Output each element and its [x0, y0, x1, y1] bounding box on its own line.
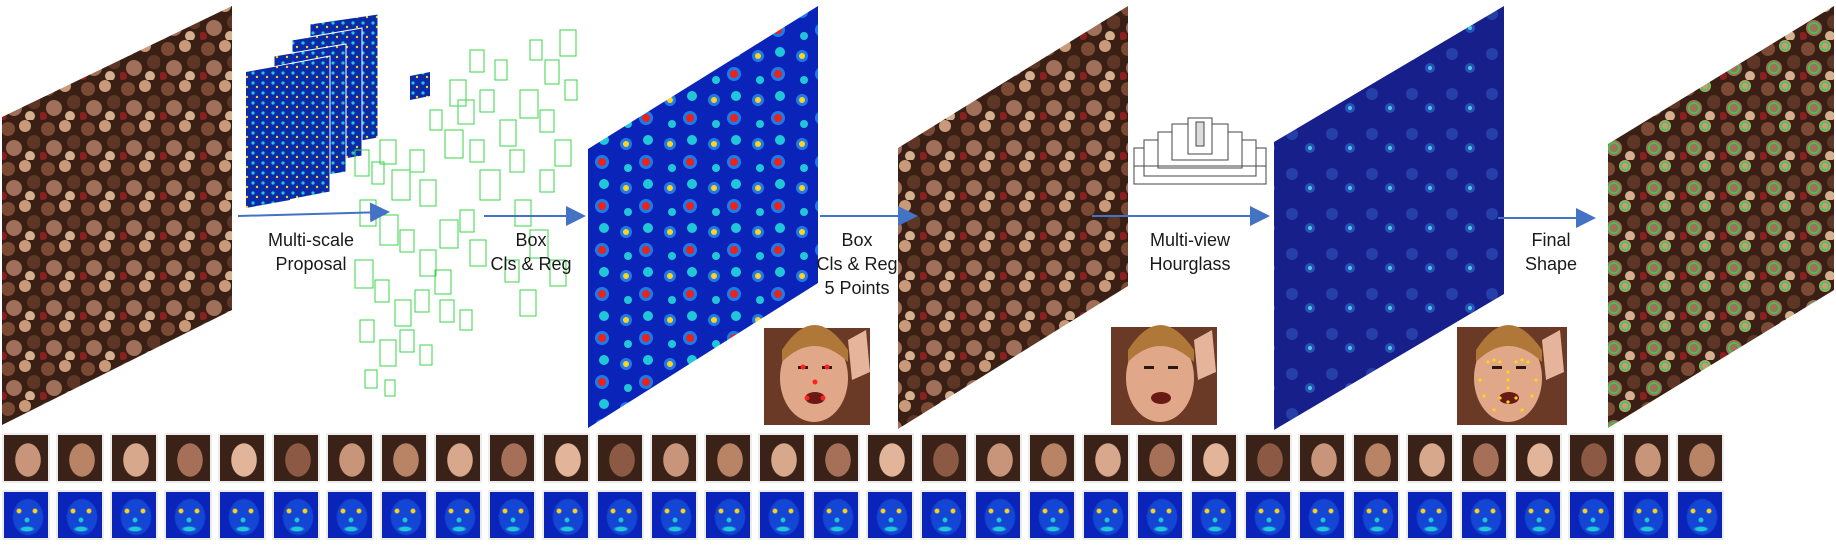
- face-heatmap: [812, 490, 860, 540]
- face-crop: [596, 433, 644, 483]
- face-heatmap: [218, 490, 266, 540]
- face-crop: [812, 433, 860, 483]
- face-heatmap: [974, 490, 1022, 540]
- face-crop: [1514, 433, 1562, 483]
- label-box-5points: Box Cls & Reg 5 Points: [812, 228, 902, 300]
- label-line: Shape: [1524, 254, 1578, 274]
- face-crop: [1676, 433, 1724, 483]
- label-line: 5 Points: [824, 278, 890, 298]
- face-heatmap: [1676, 490, 1724, 540]
- face-crop: [488, 433, 536, 483]
- arrow-proposal: [237, 202, 390, 223]
- face-heatmap-strip: [2, 490, 1834, 542]
- face-heatmap: [596, 490, 644, 540]
- label-line: Final: [1531, 230, 1571, 250]
- label-line: Hourglass: [1149, 254, 1231, 274]
- face-heatmap: [1406, 490, 1454, 540]
- face-heatmap: [2, 490, 50, 540]
- face-heatmap: [920, 490, 968, 540]
- multiscale-heatmaps: [245, 13, 430, 209]
- face-heatmap: [866, 490, 914, 540]
- label-multiview-hourglass: Multi-view Hourglass: [1130, 228, 1250, 276]
- face-heatmap: [1190, 490, 1238, 540]
- face-crop: [1136, 433, 1184, 483]
- label-line: Proposal: [275, 254, 347, 274]
- face-heatmap: [542, 490, 590, 540]
- label-line: Box: [841, 230, 873, 250]
- face-thumbnail-3: [1457, 325, 1567, 425]
- detection-heatmap: [588, 6, 818, 428]
- face-crop: [1460, 433, 1508, 483]
- box-regressed-image: [898, 6, 1128, 429]
- face-crop: [1190, 433, 1238, 483]
- face-thumbnail-1: [764, 325, 870, 425]
- face-heatmap: [326, 490, 374, 540]
- face-heatmap: [1568, 490, 1616, 540]
- face-crop: [1028, 433, 1076, 483]
- face-crop: [1622, 433, 1670, 483]
- face-crop: [56, 433, 104, 483]
- face-crop: [434, 433, 482, 483]
- hourglass-heatmap-overlay: [1274, 6, 1504, 430]
- face-heatmap: [56, 490, 104, 540]
- face-heatmap: [488, 490, 536, 540]
- face-crop: [272, 433, 320, 483]
- face-heatmap: [1514, 490, 1562, 540]
- face-heatmap: [434, 490, 482, 540]
- label-final-shape: Final Shape: [1506, 228, 1596, 276]
- face-heatmap: [272, 490, 320, 540]
- face-crop: [164, 433, 212, 483]
- face-crop: [920, 433, 968, 483]
- label-line: Multi-view: [1149, 230, 1230, 250]
- face-heatmap: [1352, 490, 1400, 540]
- face-crop: [1406, 433, 1454, 483]
- label-box-cls-reg: Box Cls & Reg: [486, 228, 576, 276]
- face-crop: [326, 433, 374, 483]
- face-crop: [2, 433, 50, 483]
- label-line: Box: [515, 230, 547, 250]
- face-crop: [1082, 433, 1130, 483]
- label-line: Cls & Reg: [490, 254, 572, 274]
- face-heatmap: [164, 490, 212, 540]
- face-crop: [542, 433, 590, 483]
- label-line: Cls & Reg: [816, 254, 898, 274]
- face-crop: [1352, 433, 1400, 483]
- proposal-boxes: [354, 29, 578, 397]
- face-heatmap: [380, 490, 428, 540]
- face-crop: [1244, 433, 1292, 483]
- face-heatmap: [1460, 490, 1508, 540]
- face-heatmap: [1136, 490, 1184, 540]
- face-heatmap: [650, 490, 698, 540]
- face-crop: [758, 433, 806, 483]
- face-thumbnail-2: [1111, 325, 1217, 425]
- final-shape-image: [1608, 6, 1834, 428]
- face-crop: [974, 433, 1022, 483]
- label-multiscale-proposal: Multi-scale Proposal: [256, 228, 366, 276]
- face-crop: [380, 433, 428, 483]
- label-line: Multi-scale: [267, 230, 355, 250]
- face-crop: [704, 433, 752, 483]
- face-crop: [1568, 433, 1616, 483]
- face-heatmap: [1298, 490, 1346, 540]
- face-heatmap: [110, 490, 158, 540]
- input-image: [2, 6, 232, 425]
- face-crop: [866, 433, 914, 483]
- face-crop: [1298, 433, 1346, 483]
- face-crop-strip: [2, 433, 1834, 485]
- face-crop: [110, 433, 158, 483]
- face-heatmap: [704, 490, 752, 540]
- face-heatmap: [1028, 490, 1076, 540]
- face-heatmap: [1622, 490, 1670, 540]
- face-heatmap: [1082, 490, 1130, 540]
- hourglass-network-icon: [1133, 117, 1267, 185]
- face-crop: [650, 433, 698, 483]
- face-heatmap: [1244, 490, 1292, 540]
- face-heatmap: [758, 490, 806, 540]
- face-crop: [218, 433, 266, 483]
